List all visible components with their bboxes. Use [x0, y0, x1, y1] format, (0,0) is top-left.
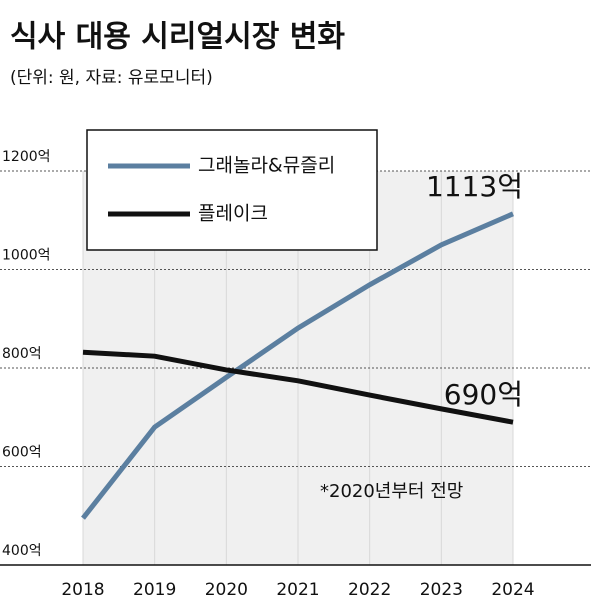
legend-label: 플레이크 — [198, 203, 268, 225]
x-tick-label: 2020 — [205, 580, 248, 600]
series-line — [82, 349, 514, 425]
value-label: 1113억 — [426, 170, 523, 203]
y-tick-label: 400억 — [2, 543, 42, 559]
x-tick-label: 2024 — [491, 580, 534, 600]
chart-title: 식사 대용 시리얼시장 변화 — [10, 20, 345, 55]
y-tick-label: 1000억 — [2, 248, 51, 264]
x-tick-label: 2021 — [276, 580, 319, 600]
legend-box — [86, 129, 378, 251]
y-tick-label: 800억 — [2, 346, 42, 362]
y-tick-label: 1200억 — [2, 149, 51, 165]
x-tick-label: 2022 — [348, 580, 391, 600]
y-tick-label: 600억 — [2, 445, 42, 461]
legend-label: 그래놀라&뮤즐리 — [198, 155, 335, 177]
chart-subtitle: (단위: 원, 자료: 유로모니터) — [10, 68, 213, 88]
annotation: *2020년부터 전망 — [320, 481, 463, 502]
value-label: 690억 — [444, 378, 523, 411]
x-tick-label: 2023 — [420, 580, 463, 600]
x-tick-label: 2018 — [61, 580, 104, 600]
series-line — [81, 211, 514, 520]
x-tick-label: 2019 — [133, 580, 176, 600]
